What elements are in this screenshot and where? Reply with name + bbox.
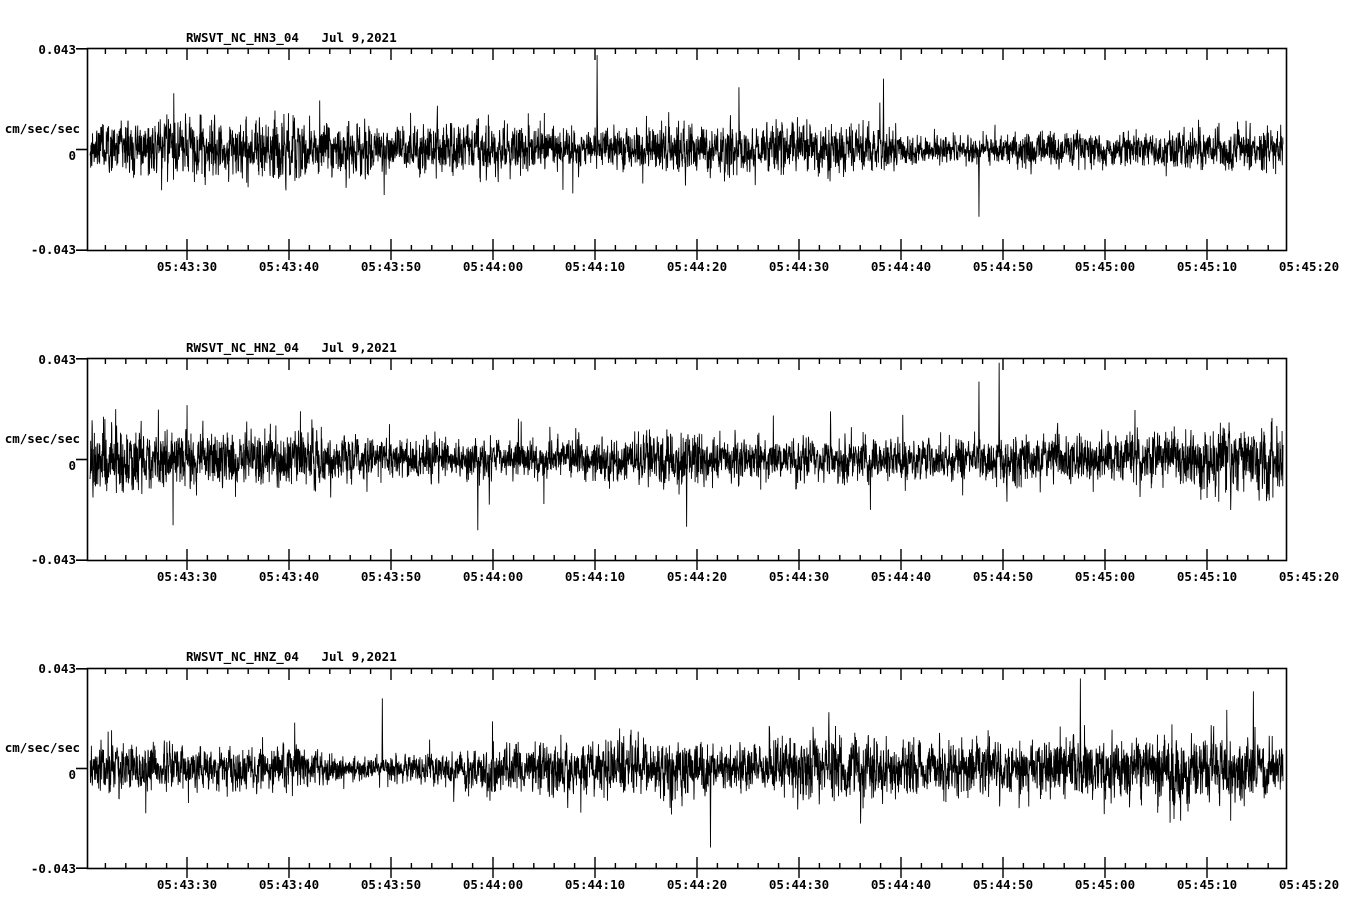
y-axis-zero-label-hn3: 0 xyxy=(68,148,76,163)
y-axis-units-label-hn2: cm/sec/sec xyxy=(4,431,80,446)
x-axis-tick-label: 05:44:10 xyxy=(564,569,626,584)
x-axis-tick-label: 05:45:20 xyxy=(1278,259,1340,274)
x-axis-tick-label: 05:44:30 xyxy=(768,259,830,274)
y-axis-max-label-hn3: 0.043 xyxy=(38,42,76,57)
x-axis-tick-label: 05:45:10 xyxy=(1176,259,1238,274)
x-axis-tick-label: 05:44:50 xyxy=(972,877,1034,892)
y-axis-max-label-hnz: 0.043 xyxy=(38,661,76,676)
x-axis-tick-label: 05:43:40 xyxy=(258,877,320,892)
x-axis-tick-label: 05:44:50 xyxy=(972,569,1034,584)
x-axis-tick-label: 05:44:00 xyxy=(462,259,524,274)
x-axis-tick-label: 05:44:40 xyxy=(870,259,932,274)
panel-hnz: RWSVT_NC_HNZ_04 Jul 9,2021 0.043 cm/sec/… xyxy=(0,620,1358,920)
x-axis-tick-label: 05:45:20 xyxy=(1278,569,1340,584)
panel-title-hnz: RWSVT_NC_HNZ_04 Jul 9,2021 xyxy=(186,649,397,664)
y-axis-min-label-hn2: -0.043 xyxy=(30,552,76,567)
waveform-trace xyxy=(89,362,1284,531)
x-axis-tick-label: 05:44:20 xyxy=(666,877,728,892)
x-axis-tick-label: 05:44:10 xyxy=(564,877,626,892)
waveform-trace xyxy=(89,55,1284,217)
x-axis-tick-label: 05:45:10 xyxy=(1176,569,1238,584)
x-axis-tick-label: 05:44:40 xyxy=(870,569,932,584)
x-axis-tick-label: 05:44:30 xyxy=(768,877,830,892)
waveform-plot-hn2 xyxy=(76,357,1288,570)
waveform-plot-hn3 xyxy=(76,47,1288,260)
x-axis-tick-label: 05:44:00 xyxy=(462,569,524,584)
y-axis-min-label-hnz: -0.043 xyxy=(30,861,76,876)
x-axis-tick-label: 05:45:10 xyxy=(1176,877,1238,892)
x-axis-tick-label: 05:45:00 xyxy=(1074,259,1136,274)
x-axis-tick-label: 05:43:30 xyxy=(156,877,218,892)
x-axis-tick-label: 05:45:20 xyxy=(1278,877,1340,892)
x-axis-tick-label: 05:43:30 xyxy=(156,569,218,584)
y-axis-min-label-hn3: -0.043 xyxy=(30,242,76,257)
x-axis-tick-label: 05:44:30 xyxy=(768,569,830,584)
x-axis-tick-label: 05:44:10 xyxy=(564,259,626,274)
y-axis-zero-label-hn2: 0 xyxy=(68,458,76,473)
y-axis-zero-label-hnz: 0 xyxy=(68,767,76,782)
panel-title-hn3: RWSVT_NC_HN3_04 Jul 9,2021 xyxy=(186,30,397,45)
x-axis-tick-label: 05:45:00 xyxy=(1074,877,1136,892)
panel-title-hn2: RWSVT_NC_HN2_04 Jul 9,2021 xyxy=(186,340,397,355)
y-axis-units-label-hnz: cm/sec/sec xyxy=(4,740,80,755)
x-axis-tick-label: 05:43:40 xyxy=(258,569,320,584)
x-axis-tick-label: 05:44:50 xyxy=(972,259,1034,274)
panel-hn2: RWSVT_NC_HN2_04 Jul 9,2021 0.043 cm/sec/… xyxy=(0,310,1358,610)
x-axis-tick-label: 05:44:20 xyxy=(666,569,728,584)
y-axis-units-label-hn3: cm/sec/sec xyxy=(4,121,80,136)
x-axis-tick-label: 05:43:50 xyxy=(360,259,422,274)
x-axis-tick-label: 05:44:40 xyxy=(870,877,932,892)
x-axis-tick-label: 05:45:00 xyxy=(1074,569,1136,584)
x-axis-tick-label: 05:44:00 xyxy=(462,877,524,892)
panel-hn3: RWSVT_NC_HN3_04 Jul 9,2021 0.043 cm/sec/… xyxy=(0,0,1358,300)
waveform-plot-hnz xyxy=(76,667,1288,878)
x-axis-tick-label: 05:43:30 xyxy=(156,259,218,274)
waveform-trace xyxy=(89,678,1284,848)
x-axis-tick-label: 05:43:40 xyxy=(258,259,320,274)
y-axis-max-label-hn2: 0.043 xyxy=(38,352,76,367)
x-axis-tick-label: 05:44:20 xyxy=(666,259,728,274)
x-axis-tick-label: 05:43:50 xyxy=(360,877,422,892)
x-axis-tick-label: 05:43:50 xyxy=(360,569,422,584)
